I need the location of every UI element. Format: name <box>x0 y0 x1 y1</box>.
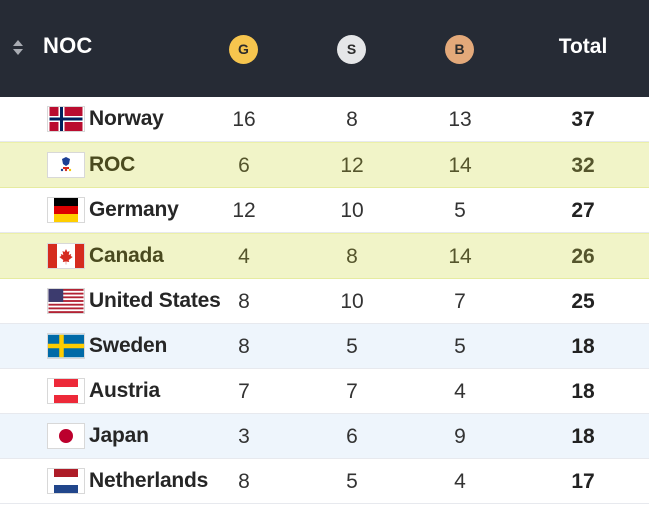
table-row[interactable]: Canada 4 8 14 26 <box>0 233 649 279</box>
table-row[interactable]: Norway 16 8 13 37 <box>0 97 649 142</box>
bronze-count: 4 <box>454 470 466 493</box>
gold-count: 8 <box>238 470 250 493</box>
table-row[interactable]: United States 8 10 7 25 <box>0 279 649 324</box>
noc-column-header[interactable]: NOC <box>43 33 93 58</box>
silver-count: 6 <box>346 425 358 448</box>
bronze-count: 9 <box>454 425 466 448</box>
roc-flag-icon <box>48 153 84 177</box>
total-count: 18 <box>571 425 595 448</box>
country-name[interactable]: Japan <box>89 424 149 447</box>
silver-count: 10 <box>340 290 364 313</box>
silver-count: 12 <box>340 154 364 177</box>
total-count: 37 <box>571 108 595 131</box>
total-column-header[interactable]: Total <box>558 35 608 58</box>
silver-count: 7 <box>346 380 358 403</box>
netherlands-flag-icon <box>48 469 84 493</box>
country-name[interactable]: Austria <box>89 379 160 402</box>
sweden-flag-icon <box>48 334 84 358</box>
gold-count: 7 <box>238 380 250 403</box>
total-count: 18 <box>571 380 595 403</box>
country-name[interactable]: Sweden <box>89 334 168 357</box>
country-name[interactable]: Norway <box>89 107 164 130</box>
bronze-count: 13 <box>448 108 472 131</box>
total-count: 26 <box>571 245 595 268</box>
bronze-count: 14 <box>448 154 472 177</box>
silver-count: 10 <box>340 199 364 222</box>
silver-medal-icon[interactable]: S <box>337 35 366 64</box>
silver-count: 8 <box>346 245 358 268</box>
usa-flag-icon <box>48 289 84 313</box>
japan-flag-icon <box>48 424 84 448</box>
table-header: NOC G S B Total <box>0 0 649 97</box>
total-count: 27 <box>571 199 595 222</box>
total-count: 32 <box>571 154 595 177</box>
bronze-count: 4 <box>454 380 466 403</box>
country-name[interactable]: Canada <box>89 244 164 267</box>
gold-count: 8 <box>238 290 250 313</box>
total-count: 18 <box>571 335 595 358</box>
bronze-count: 5 <box>454 199 466 222</box>
gold-medal-icon[interactable]: G <box>229 35 258 64</box>
norway-flag-icon <box>48 107 84 131</box>
total-count: 25 <box>571 290 595 313</box>
table-row[interactable]: Japan 3 6 9 18 <box>0 414 649 459</box>
table-row[interactable]: Netherlands 8 5 4 17 <box>0 459 649 504</box>
table-row[interactable]: Austria 7 7 4 18 <box>0 369 649 414</box>
table-row[interactable]: ROC 6 12 14 32 <box>0 142 649 188</box>
bronze-count: 7 <box>454 290 466 313</box>
gold-count: 6 <box>238 154 250 177</box>
country-name[interactable]: Netherlands <box>89 469 209 492</box>
country-name[interactable]: Germany <box>89 198 179 221</box>
silver-count: 5 <box>346 335 358 358</box>
gold-count: 4 <box>238 245 250 268</box>
total-count: 17 <box>571 470 595 493</box>
table-row[interactable]: Germany 12 10 5 27 <box>0 188 649 233</box>
gold-count: 16 <box>232 108 256 131</box>
table-row[interactable]: Sweden 8 5 5 18 <box>0 324 649 369</box>
bronze-count: 5 <box>454 335 466 358</box>
bronze-count: 14 <box>448 245 472 268</box>
canada-flag-icon <box>48 244 84 268</box>
austria-flag-icon <box>48 379 84 403</box>
sort-icon[interactable] <box>12 40 24 56</box>
silver-count: 5 <box>346 470 358 493</box>
silver-count: 8 <box>346 108 358 131</box>
gold-count: 3 <box>238 425 250 448</box>
germany-flag-icon <box>48 198 84 222</box>
country-name[interactable]: United States <box>89 289 221 312</box>
bronze-medal-icon[interactable]: B <box>445 35 474 64</box>
country-name[interactable]: ROC <box>89 153 136 176</box>
gold-count: 8 <box>238 335 250 358</box>
gold-count: 12 <box>232 199 256 222</box>
